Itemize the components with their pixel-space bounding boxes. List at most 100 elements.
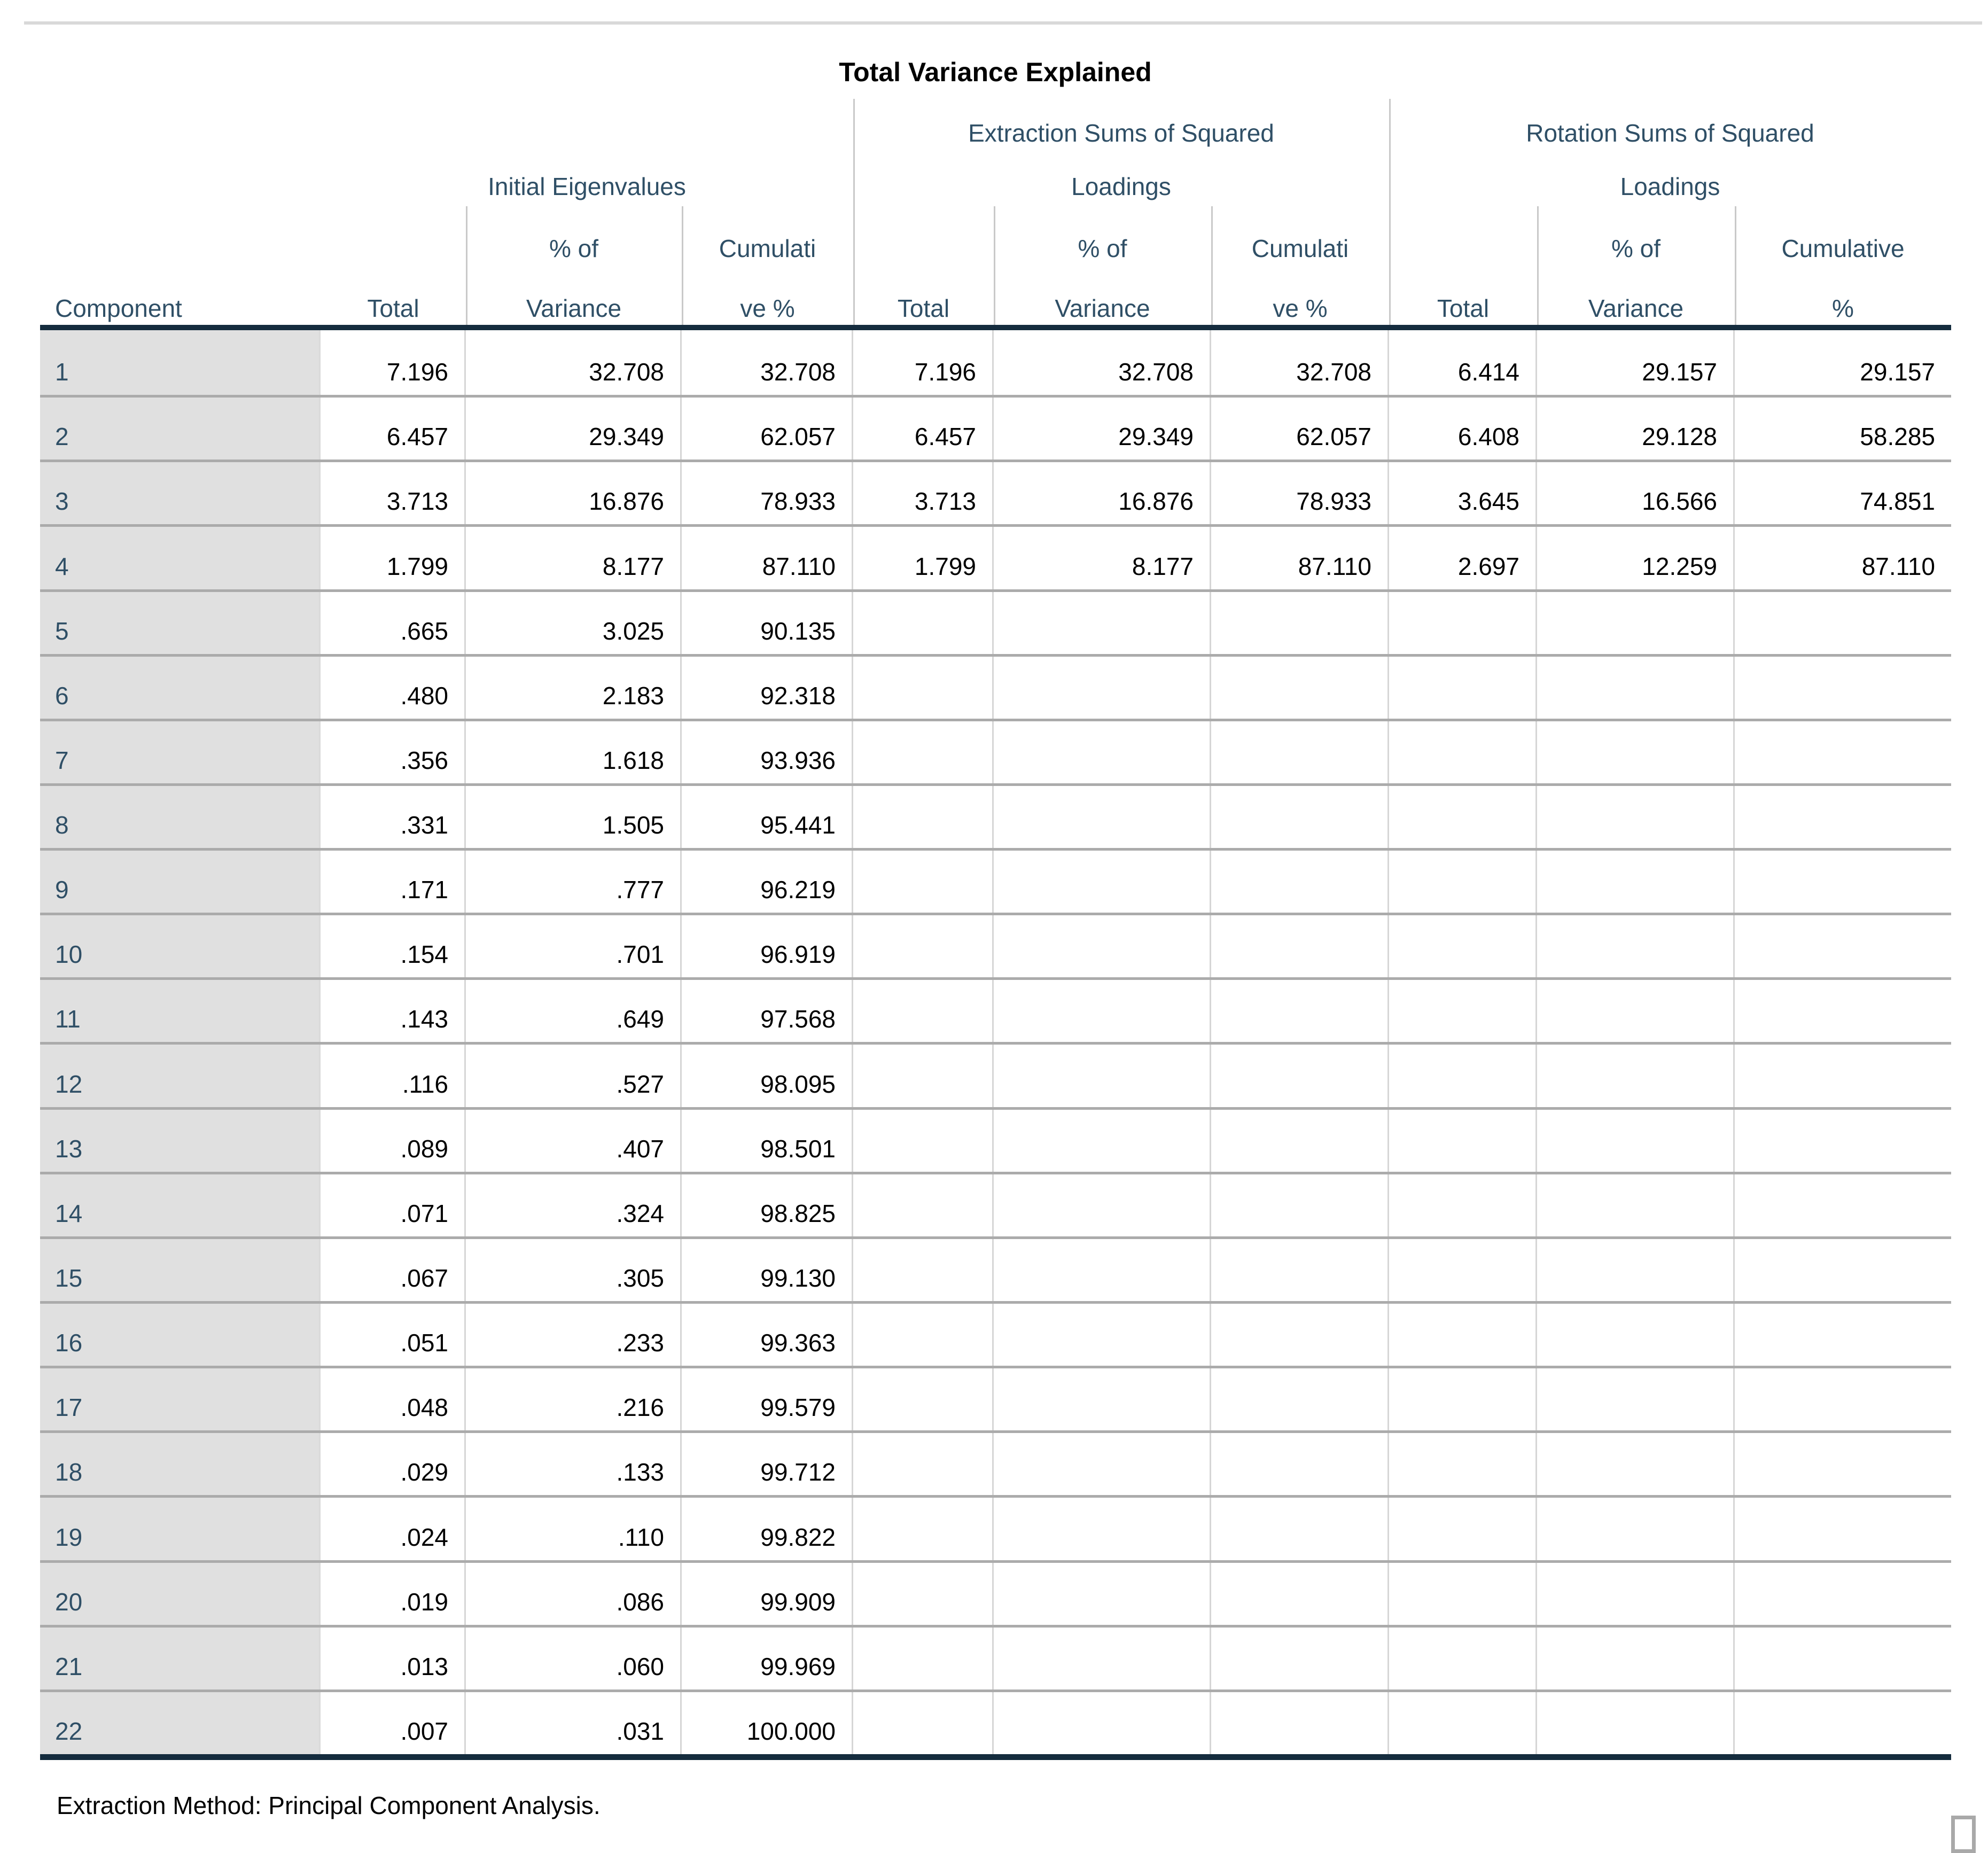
value-cell: .067	[321, 1239, 466, 1302]
value-cell: .013	[321, 1627, 466, 1690]
value-cell: 3.025	[466, 591, 682, 654]
value-cell: 96.219	[682, 851, 853, 913]
value-cell	[994, 851, 1211, 913]
table-row: 2 6.457 29.349 62.057 6.457 29.349 62.057 6.408…	[40, 395, 1951, 460]
value-cell	[1735, 1692, 1951, 1754]
component-cell: 18	[40, 1433, 321, 1496]
value-cell: 8.177	[466, 527, 682, 589]
value-cell: .649	[466, 980, 682, 1042]
value-cell: .116	[321, 1045, 466, 1107]
table-row: 5.665 3.025 90.135	[40, 589, 1951, 654]
value-cell: 32.708	[466, 330, 682, 395]
value-cell: 100.000	[682, 1692, 853, 1754]
table-row: 7.356 1.618 93.936	[40, 718, 1951, 783]
value-cell	[994, 1562, 1211, 1625]
table-row: 11.143.649 97.568	[40, 977, 1951, 1042]
value-cell: .089	[321, 1109, 466, 1172]
value-cell: 32.708	[682, 330, 853, 395]
value-cell: 6.457	[321, 398, 466, 460]
value-cell	[994, 591, 1211, 654]
value-cell	[1211, 1045, 1389, 1107]
value-cell: 16.876	[466, 462, 682, 525]
value-cell	[1211, 591, 1389, 654]
value-cell: .051	[321, 1304, 466, 1366]
column-divider	[1735, 206, 1736, 330]
value-cell	[1389, 1304, 1537, 1366]
value-cell	[1211, 1304, 1389, 1366]
value-cell	[1735, 592, 1951, 654]
table-row: 17.048.216 99.579	[40, 1366, 1951, 1431]
column-divider	[466, 206, 467, 330]
value-cell	[853, 915, 994, 978]
value-cell: 6.408	[1389, 398, 1537, 460]
value-cell: 29.349	[994, 398, 1211, 460]
value-cell	[1211, 785, 1389, 848]
table-row: 3 3.713 16.876 78.933 3.713 16.876 78.933 3.645…	[40, 460, 1951, 525]
component-cell: 6	[40, 656, 321, 719]
value-cell: 99.822	[682, 1498, 853, 1560]
value-cell: 99.969	[682, 1627, 853, 1690]
table-row: 9.171.777 96.219	[40, 848, 1951, 913]
value-cell	[853, 1045, 994, 1107]
value-cell: .331	[321, 785, 466, 848]
resize-handle[interactable]	[1951, 1816, 1976, 1853]
value-cell	[1735, 1174, 1951, 1236]
col-header-component: Component	[55, 294, 182, 322]
value-cell	[1537, 1433, 1735, 1496]
table-body: 1 7.196 32.708 32.708 7.196 32.708 32.708 6.414…	[40, 330, 1951, 1754]
value-cell: .143	[321, 980, 466, 1042]
value-cell: 98.095	[682, 1045, 853, 1107]
value-cell	[1537, 915, 1735, 978]
value-cell	[853, 785, 994, 848]
value-cell	[1537, 851, 1735, 913]
component-cell: 11	[40, 980, 321, 1042]
component-cell: 3	[40, 462, 321, 525]
value-cell: 58.285	[1860, 423, 1935, 451]
value-cell: .701	[466, 915, 682, 978]
value-cell	[1735, 1239, 1951, 1301]
value-cell: .110	[466, 1498, 682, 1560]
value-cell	[1537, 1239, 1735, 1302]
value-cell	[994, 1304, 1211, 1366]
value-cell: .019	[321, 1562, 466, 1625]
value-cell: 7.196	[321, 330, 466, 395]
value-cell	[853, 1368, 994, 1431]
value-cell	[1211, 980, 1389, 1042]
table-row: 6.480 2.183 92.318	[40, 653, 1951, 719]
col-header-rotation-pct-line2: Variance	[1588, 294, 1684, 322]
value-cell	[1389, 915, 1537, 978]
value-cell: .305	[466, 1239, 682, 1302]
value-cell	[994, 785, 1211, 848]
group-header-extraction-line1: Extraction Sums of Squared	[968, 119, 1274, 147]
col-header-initial-pct-line2: Variance	[526, 294, 622, 322]
table-row: 1 7.196 32.708 32.708 7.196 32.708 32.708 6.414…	[40, 330, 1951, 395]
value-cell	[1537, 980, 1735, 1042]
value-cell	[1537, 1498, 1735, 1560]
value-cell	[994, 1498, 1211, 1560]
value-cell	[1537, 1692, 1735, 1754]
value-cell: .024	[321, 1498, 466, 1560]
value-cell	[994, 1433, 1211, 1496]
value-cell	[1389, 1109, 1537, 1172]
value-cell: 96.919	[682, 915, 853, 978]
value-cell: 29.157	[1537, 330, 1735, 395]
table-row: 19.024.110 99.822	[40, 1495, 1951, 1560]
col-header-extraction-cum-line1: Cumulati	[1251, 235, 1349, 262]
value-cell: 99.579	[682, 1368, 853, 1431]
group-divider	[1389, 99, 1391, 330]
value-cell	[994, 1109, 1211, 1172]
header-rule	[40, 325, 1951, 330]
value-cell: 12.259	[1537, 527, 1735, 589]
component-cell: 16	[40, 1304, 321, 1366]
col-header-rotation-total: Total	[1437, 294, 1490, 322]
table-row: 14.071.324 98.825	[40, 1171, 1951, 1236]
value-cell: 29.157	[1860, 358, 1935, 386]
value-cell	[1211, 1498, 1389, 1560]
value-cell	[994, 915, 1211, 978]
value-cell	[853, 1498, 994, 1560]
value-cell	[1537, 1627, 1735, 1690]
value-cell	[1735, 1628, 1951, 1690]
value-cell	[1537, 1109, 1735, 1172]
value-cell	[1211, 1368, 1389, 1431]
value-cell: 98.501	[682, 1109, 853, 1172]
